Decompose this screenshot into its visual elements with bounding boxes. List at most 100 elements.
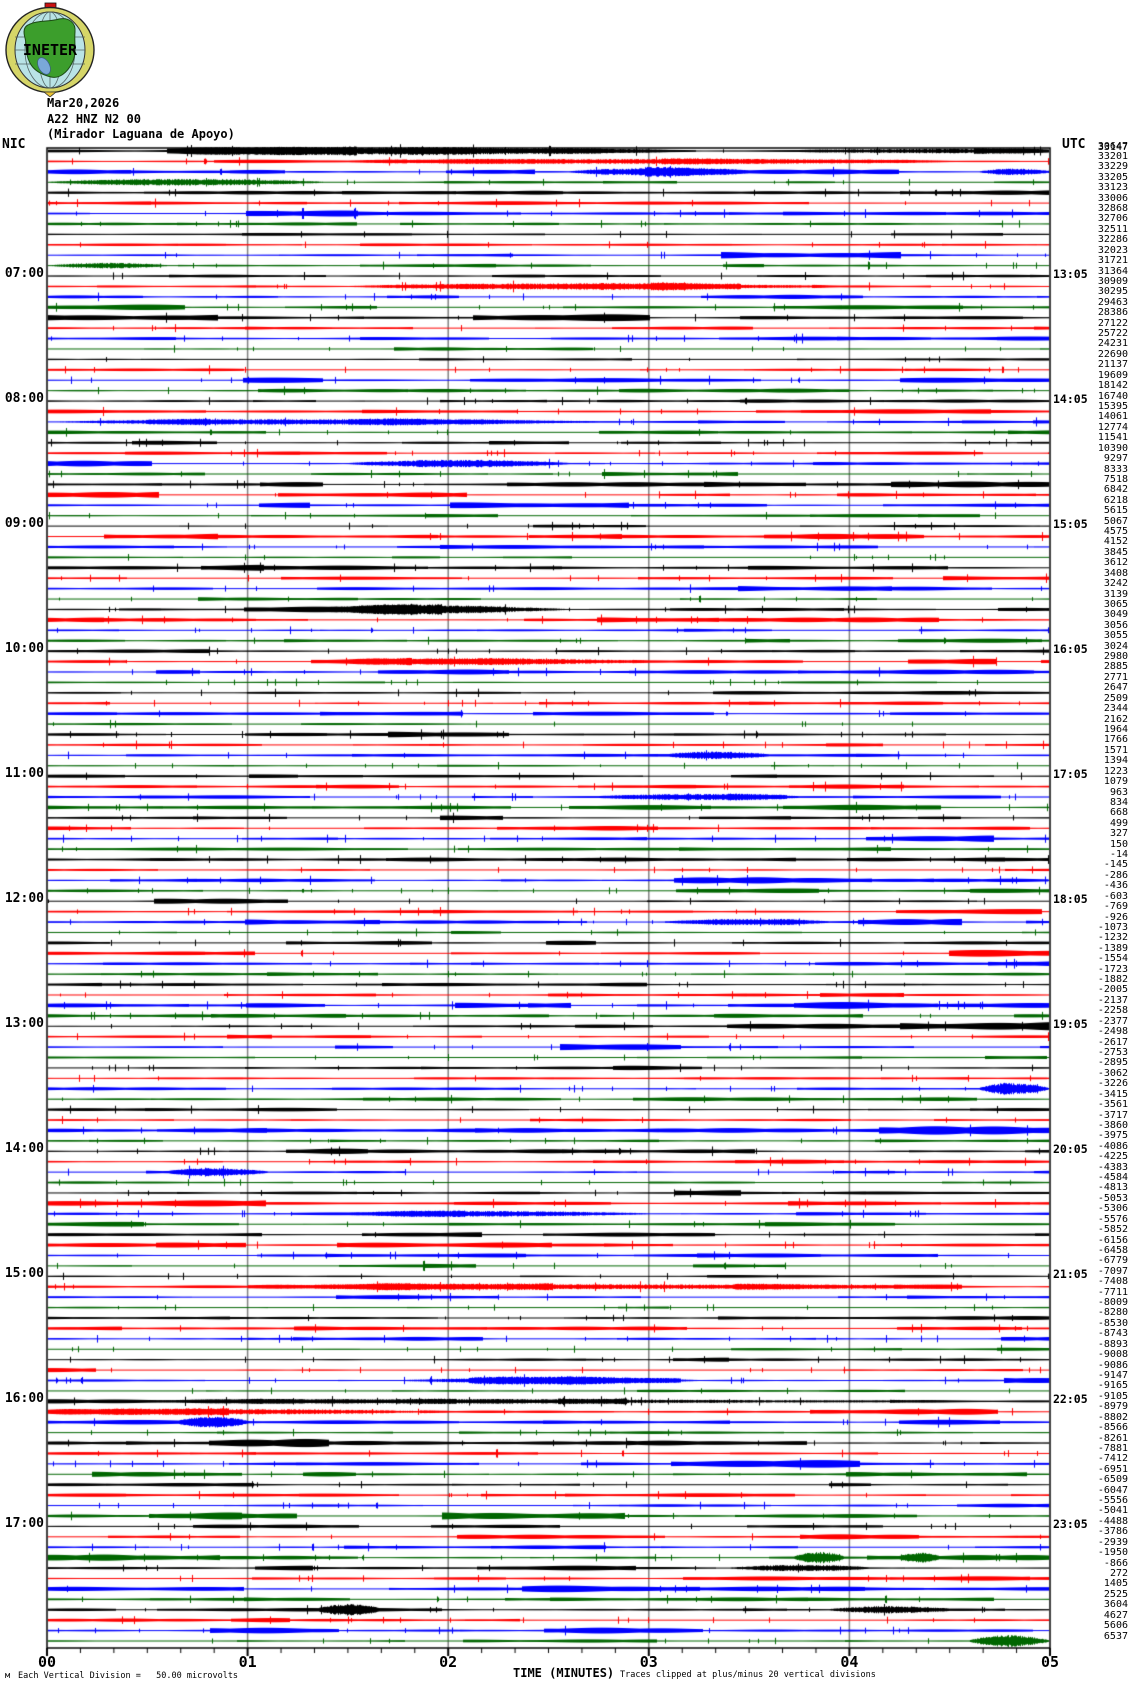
- trace-end-value: -866: [1103, 1557, 1128, 1569]
- right-time-label: 15:05: [1053, 517, 1088, 532]
- trace-end-value: -3975: [1097, 1130, 1128, 1142]
- x-axis-tick-label: 02: [439, 1653, 458, 1671]
- trace-end-value: -9008: [1097, 1349, 1128, 1361]
- timezone-label-right: UTC: [1062, 137, 1086, 152]
- trace-end-value: -145: [1103, 859, 1128, 871]
- x-axis-tick-label: 00: [37, 1653, 57, 1671]
- logo-text: INETER: [23, 41, 78, 59]
- trace-end-value: 32868: [1097, 203, 1128, 215]
- right-time-label: 18:05: [1053, 892, 1088, 907]
- x-axis-tick-label: 04: [840, 1653, 859, 1671]
- trace-end-value: 31721: [1097, 255, 1128, 267]
- footer-scale-note: Each Vertical Division = 50.00 microvolt…: [18, 1671, 239, 1681]
- trace-end-value: -14: [1109, 849, 1128, 861]
- trace-end-value: 963: [1109, 786, 1128, 798]
- trace-end-value: -2258: [1097, 1005, 1128, 1017]
- left-time-label: 16:00: [4, 1391, 44, 1407]
- trace-end-value: 29463: [1097, 296, 1128, 308]
- trace-end-value: 2771: [1103, 671, 1128, 683]
- left-time-label: 15:00: [4, 1266, 44, 1282]
- x-axis-tick-label: 05: [1040, 1653, 1060, 1671]
- trace-end-value: 2525: [1103, 1588, 1128, 1600]
- trace-end-value: -1950: [1097, 1547, 1128, 1559]
- trace-end-value: 3049: [1103, 609, 1128, 621]
- left-time-label: 10:00: [4, 641, 44, 657]
- trace-end-value: -5306: [1097, 1203, 1128, 1215]
- trace-end-value: 3242: [1103, 578, 1128, 590]
- trace-end-value: -3860: [1097, 1119, 1128, 1131]
- trace-end-value: 1223: [1103, 765, 1128, 777]
- trace-end-value: -2498: [1097, 1026, 1128, 1038]
- trace-end-value: -6509: [1097, 1474, 1128, 1486]
- trace-end-value: 6537: [1103, 1630, 1128, 1642]
- trace-end-value: -8009: [1097, 1297, 1128, 1309]
- trace-end-value: 14061: [1097, 411, 1128, 423]
- trace-end-value: 3024: [1103, 640, 1128, 652]
- trace-end-value: 12774: [1097, 421, 1128, 433]
- trace-end-value: -4383: [1097, 1161, 1128, 1173]
- trace-end-value: -6779: [1097, 1255, 1128, 1267]
- trace-end-value: 3139: [1103, 588, 1128, 600]
- trace-end-value: 9297: [1103, 453, 1128, 465]
- trace-end-value: -8530: [1097, 1317, 1128, 1329]
- trace-end-value: -3226: [1097, 1078, 1128, 1090]
- right-time-label: 19:05: [1053, 1017, 1088, 1032]
- trace-end-value: 8333: [1103, 463, 1128, 475]
- trace-end-value: 2162: [1103, 713, 1128, 725]
- trace-end-value: -3062: [1097, 1067, 1128, 1079]
- right-time-label: 20:05: [1053, 1142, 1088, 1157]
- trace-end-value: -3786: [1097, 1526, 1128, 1538]
- trace-end-value: 150: [1109, 838, 1128, 850]
- x-axis-tick-label: 03: [639, 1653, 658, 1671]
- trace-end-value: -5041: [1097, 1505, 1128, 1517]
- trace-end-value: 11541: [1097, 432, 1128, 444]
- x-axis-title: TIME (MINUTES): [513, 1666, 615, 1680]
- trace-end-value: -6156: [1097, 1234, 1128, 1246]
- trace-end-value: -5053: [1097, 1192, 1128, 1204]
- trace-end-value: -8979: [1097, 1401, 1128, 1413]
- trace-end-value: 4575: [1103, 526, 1128, 538]
- trace-end-value: -4584: [1097, 1172, 1128, 1184]
- trace-end-value: -5556: [1097, 1495, 1128, 1507]
- trace-end-value: 327: [1109, 828, 1128, 840]
- trace-end-value: 25722: [1097, 328, 1128, 340]
- footer-scale-glyph: м: [5, 1671, 11, 1681]
- trace-end-value: 4152: [1103, 536, 1128, 548]
- trace-end-value: 1766: [1103, 734, 1128, 746]
- trace-end-value: 19609: [1097, 369, 1128, 381]
- trace-end-value: -8566: [1097, 1422, 1128, 1434]
- trace-end-value: -2895: [1097, 1057, 1128, 1069]
- trace-end-value-overlap: 33147: [1097, 141, 1128, 153]
- right-time-label: 17:05: [1053, 767, 1088, 782]
- trace-end-value: 5067: [1103, 515, 1128, 527]
- trace-end-value: 33201: [1097, 150, 1128, 162]
- trace-end-value: 3604: [1103, 1599, 1128, 1611]
- trace-end-value: 6218: [1103, 494, 1128, 506]
- trace-end-value: -9147: [1097, 1370, 1128, 1381]
- trace-end-value: 3845: [1103, 546, 1128, 558]
- trace-end-value: -1389: [1097, 942, 1128, 954]
- header-station: A22 HNZ N2 00: [47, 112, 141, 126]
- trace-end-value: 6842: [1103, 484, 1128, 496]
- trace-end-value: -5576: [1097, 1213, 1128, 1225]
- trace-end-value: 22690: [1097, 348, 1128, 360]
- trace-end-value: 30909: [1097, 275, 1128, 287]
- trace-end-value: 15395: [1097, 400, 1128, 412]
- left-time-label: 17:00: [4, 1516, 44, 1532]
- trace-end-value: 3065: [1103, 598, 1128, 610]
- logo-pointer: [42, 91, 58, 97]
- trace-end-value: -1073: [1097, 921, 1128, 933]
- trace-end-value: 27122: [1097, 317, 1128, 329]
- trace-end-value: 2885: [1103, 661, 1128, 673]
- right-time-label: 16:05: [1053, 642, 1088, 657]
- trace-end-value: 668: [1109, 807, 1128, 819]
- x-axis-tick-label: 01: [238, 1653, 257, 1671]
- trace-end-value: 1571: [1103, 744, 1128, 756]
- trace-end-value: 834: [1109, 796, 1128, 808]
- trace-end-value: -2137: [1097, 994, 1128, 1006]
- footer-clip-note: Traces clipped at plus/minus 20 vertical…: [620, 1670, 876, 1680]
- trace-end-value: 21137: [1097, 359, 1128, 371]
- trace-end-value: -9086: [1097, 1359, 1128, 1371]
- trace-end-value: 18142: [1097, 380, 1128, 392]
